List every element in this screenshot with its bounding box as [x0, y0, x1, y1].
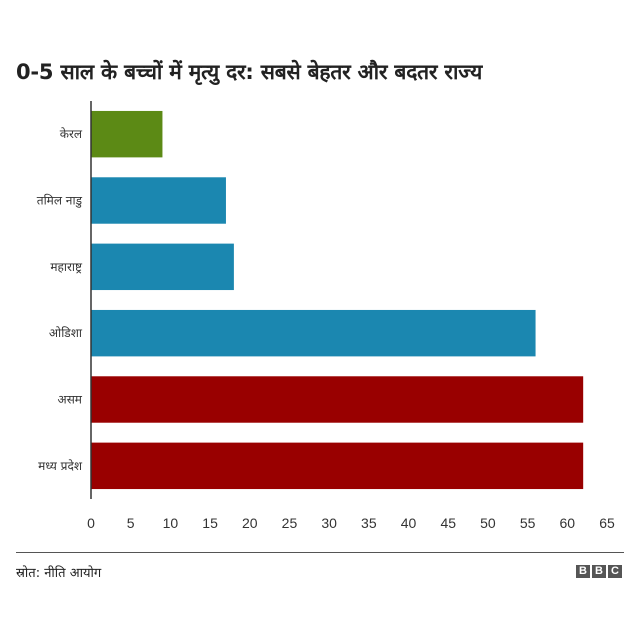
category-label-3: ओडिशा	[49, 326, 83, 340]
x-tick-label-11: 55	[520, 515, 536, 531]
x-tick-label-1: 5	[127, 515, 135, 531]
category-label-0: केरल	[60, 127, 83, 141]
x-tick-label-2: 10	[163, 515, 179, 531]
x-tick-label-3: 15	[202, 515, 218, 531]
x-tick-label-4: 20	[242, 515, 258, 531]
bar-0	[91, 110, 163, 158]
bbc-logo-letter-b1: B	[576, 565, 590, 578]
x-tick-label-0: 0	[87, 515, 95, 531]
x-tick-label-8: 40	[401, 515, 417, 531]
x-tick-label-6: 30	[321, 515, 337, 531]
bar-1	[91, 177, 226, 224]
x-tick-label-9: 45	[440, 515, 456, 531]
category-label-5: मध्य प्रदेश	[38, 459, 83, 473]
bar-5	[91, 442, 584, 490]
category-label-1: तमिल नाडु	[37, 194, 83, 209]
category-label-4: असम	[58, 393, 83, 407]
bbc-logo-letter-c: C	[608, 565, 622, 578]
chart-title: 0-5 साल के बच्चों में मृत्यु दर: सबसे बे…	[16, 60, 483, 84]
bar-2	[91, 243, 234, 291]
category-label-2: महाराष्ट्र	[50, 260, 83, 274]
bar-3	[91, 309, 536, 357]
x-tick-label-13: 65	[599, 515, 615, 531]
source-note: स्रोत: नीति आयोग	[16, 566, 102, 581]
x-tick-label-10: 50	[480, 515, 496, 531]
footer-divider	[16, 552, 624, 553]
x-tick-label-12: 60	[560, 515, 576, 531]
x-tick-label-7: 35	[361, 515, 377, 531]
bar-4	[91, 376, 584, 423]
x-tick-label-5: 25	[282, 515, 298, 531]
bbc-logo: B B C	[576, 565, 622, 578]
bbc-logo-letter-b2: B	[592, 565, 606, 578]
